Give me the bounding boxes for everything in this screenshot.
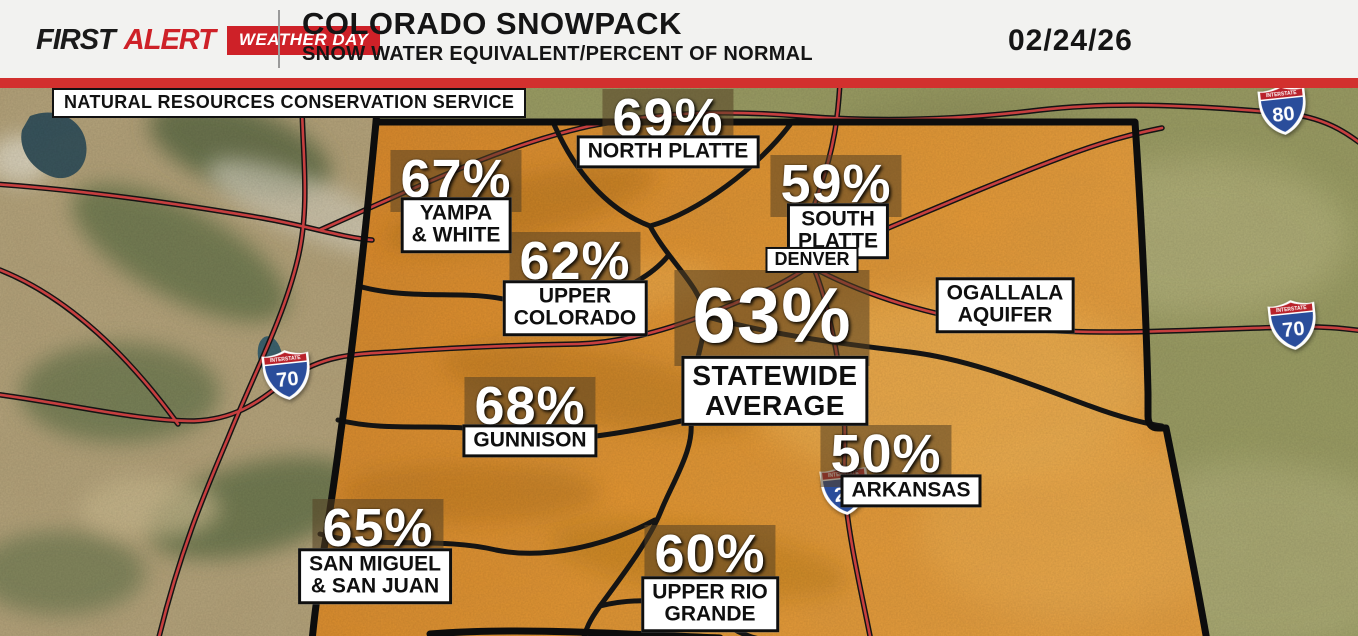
logo-alert-text: ALERT bbox=[123, 24, 216, 56]
header-divider bbox=[278, 10, 280, 68]
arkansas-label: ARKANSAS bbox=[840, 474, 982, 508]
interstate-word: INTERSTATE bbox=[1266, 90, 1298, 99]
shield-number: 70 bbox=[1281, 318, 1305, 342]
interstate-70-east-shield: INTERSTATE 70 bbox=[1265, 297, 1320, 354]
logo-first-text: FIRST bbox=[36, 24, 116, 56]
header-red-stripe bbox=[0, 78, 1358, 88]
interstate-word: INTERSTATE bbox=[270, 355, 302, 364]
interstate-80-shield: INTERSTATE 80 bbox=[1255, 88, 1310, 138]
statewide-average-label: STATEWIDE AVERAGE bbox=[681, 355, 869, 427]
yampa-white-label: YAMPA & WHITE bbox=[400, 197, 512, 253]
date-display: 02/24/26 bbox=[1008, 24, 1133, 57]
attribution-label: NATURAL RESOURCES CONSERVATION SERVICE bbox=[52, 88, 527, 118]
statewide-percent: 63% bbox=[674, 270, 870, 366]
page-subtitle: SNOW WATER EQUIVALENT/PERCENT OF NORMAL bbox=[302, 42, 813, 65]
interstate-word: INTERSTATE bbox=[1276, 305, 1308, 314]
upper-colorado-label: UPPER COLORADO bbox=[502, 280, 648, 336]
header-bar: FIRST ALERT WEATHER DAY COLORADO SNOWPAC… bbox=[0, 0, 1358, 78]
ogallala-aquifer-label: OGALLALA AQUIFER bbox=[935, 277, 1075, 333]
interstate-70-west-shield: INTERSTATE 70 bbox=[259, 347, 314, 404]
logo-weather-day-badge: WEATHER DAY bbox=[226, 26, 381, 55]
title-block: COLORADO SNOWPACK SNOW WATER EQUIVALENT/… bbox=[302, 6, 813, 66]
north-platte-label: NORTH PLATTE bbox=[576, 135, 760, 169]
shield-number: 80 bbox=[1271, 103, 1295, 127]
upper-rio-grande-label: UPPER RIO GRANDE bbox=[641, 576, 779, 632]
san-miguel-san-juan-label: SAN MIGUEL & SAN JUAN bbox=[298, 548, 452, 604]
shield-number: 70 bbox=[275, 368, 299, 392]
gunnison-label: GUNNISON bbox=[462, 424, 598, 458]
first-alert-logo: FIRST ALERT WEATHER DAY bbox=[36, 24, 381, 57]
snowpack-map: NATURAL RESOURCES CONSERVATION SERVICE I… bbox=[0, 88, 1358, 636]
denver-label: DENVER bbox=[765, 246, 859, 274]
page-title: COLORADO SNOWPACK bbox=[302, 6, 682, 41]
